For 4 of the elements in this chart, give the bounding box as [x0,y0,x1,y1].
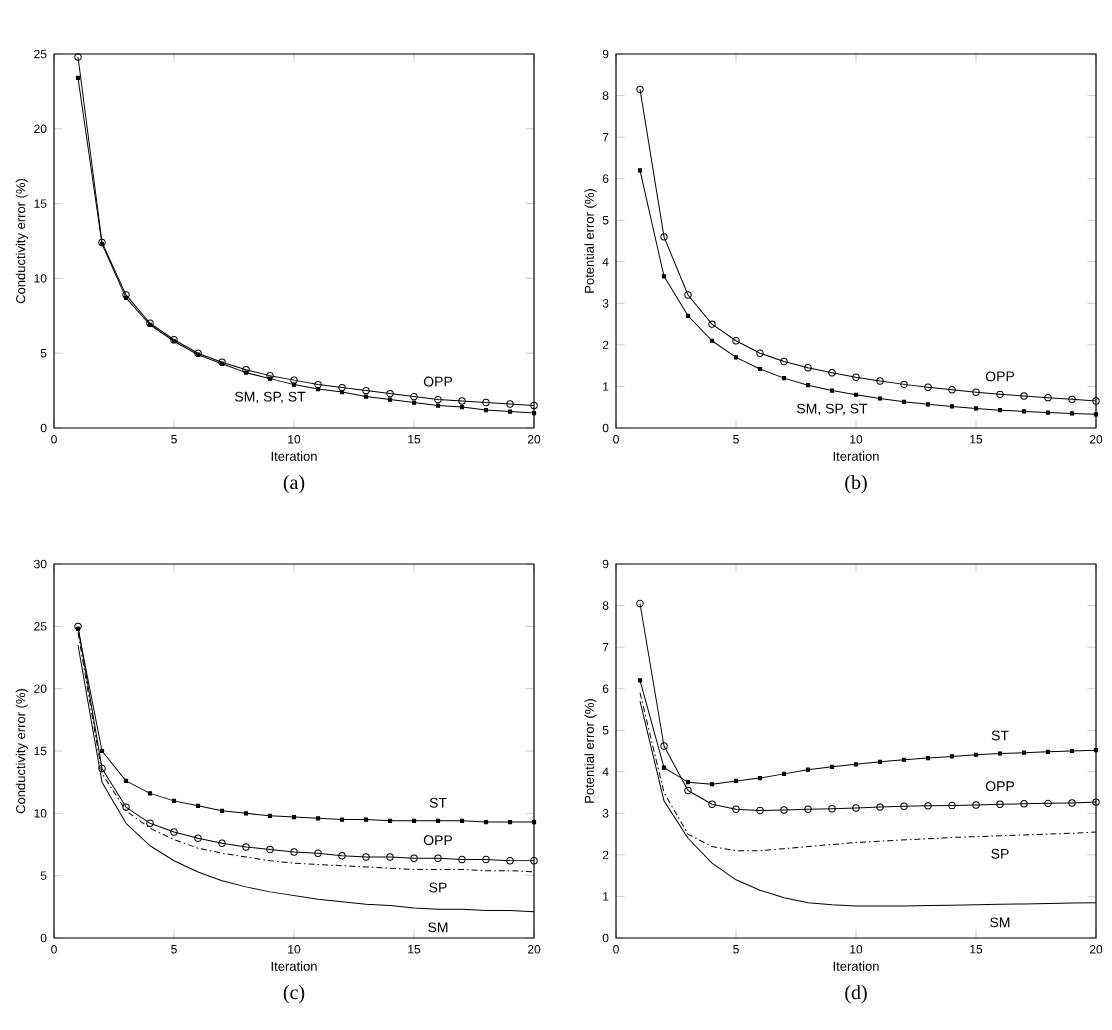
text: (a) [283,475,305,494]
text: (b) [845,475,867,494]
text: (d) [845,985,867,1004]
text: (c) [283,985,305,1004]
